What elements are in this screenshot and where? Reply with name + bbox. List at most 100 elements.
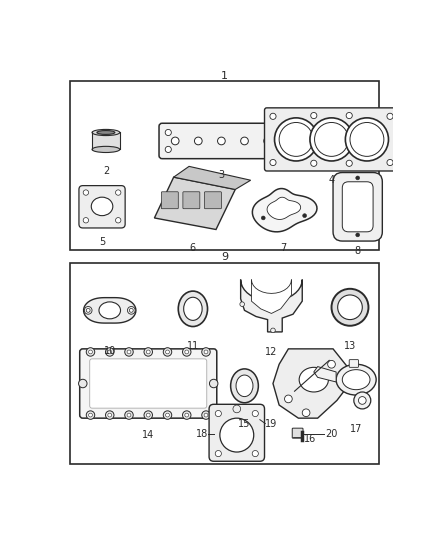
Ellipse shape (99, 302, 120, 319)
FancyBboxPatch shape (333, 173, 382, 241)
Bar (92, 133, 120, 149)
Circle shape (194, 137, 202, 145)
Circle shape (171, 137, 179, 145)
Polygon shape (314, 367, 336, 382)
Polygon shape (84, 297, 136, 323)
Circle shape (387, 159, 393, 166)
Circle shape (129, 309, 133, 312)
Circle shape (311, 160, 317, 166)
Circle shape (252, 450, 258, 457)
FancyBboxPatch shape (159, 123, 285, 159)
Ellipse shape (92, 130, 120, 135)
Circle shape (85, 306, 92, 314)
Circle shape (240, 302, 244, 306)
Circle shape (146, 350, 150, 354)
Ellipse shape (97, 131, 115, 134)
Circle shape (163, 411, 172, 419)
Circle shape (215, 410, 221, 417)
Ellipse shape (231, 369, 258, 403)
Text: 5: 5 (99, 237, 105, 247)
Text: 18: 18 (196, 429, 208, 439)
Circle shape (204, 413, 208, 417)
Circle shape (202, 348, 210, 356)
Circle shape (185, 350, 189, 354)
Circle shape (86, 309, 90, 312)
Circle shape (272, 147, 278, 152)
Circle shape (215, 450, 221, 457)
Circle shape (83, 190, 88, 195)
Circle shape (264, 137, 272, 145)
Ellipse shape (342, 370, 370, 390)
Text: 15: 15 (238, 419, 251, 429)
FancyBboxPatch shape (90, 359, 207, 408)
Circle shape (125, 411, 133, 419)
FancyBboxPatch shape (205, 192, 221, 209)
Circle shape (270, 159, 276, 166)
Circle shape (166, 413, 170, 417)
FancyBboxPatch shape (80, 349, 217, 418)
Polygon shape (252, 189, 317, 232)
Circle shape (204, 350, 208, 354)
Text: 1: 1 (221, 71, 228, 81)
Circle shape (144, 348, 152, 356)
Circle shape (275, 118, 318, 161)
Text: 6: 6 (190, 244, 196, 253)
Text: 20: 20 (325, 429, 338, 439)
Circle shape (183, 411, 191, 419)
Ellipse shape (299, 367, 328, 392)
Circle shape (127, 413, 131, 417)
Circle shape (88, 413, 92, 417)
Circle shape (220, 418, 254, 452)
Polygon shape (240, 280, 302, 332)
Circle shape (88, 350, 92, 354)
Circle shape (270, 113, 276, 119)
Ellipse shape (178, 291, 208, 327)
Circle shape (346, 160, 352, 166)
Text: 7: 7 (280, 244, 286, 253)
Polygon shape (251, 280, 291, 313)
Circle shape (387, 113, 393, 119)
Text: 14: 14 (142, 431, 154, 440)
Text: 12: 12 (265, 348, 278, 357)
Circle shape (356, 233, 360, 237)
FancyBboxPatch shape (342, 182, 373, 232)
Circle shape (261, 216, 265, 220)
Circle shape (144, 411, 152, 419)
Circle shape (106, 411, 114, 419)
Circle shape (209, 379, 218, 387)
Text: 9: 9 (221, 252, 228, 262)
Circle shape (302, 409, 310, 417)
Text: 8: 8 (355, 246, 361, 256)
Ellipse shape (236, 375, 253, 397)
Bar (70, 81, 379, 251)
Text: 2: 2 (103, 166, 109, 176)
Circle shape (279, 123, 313, 156)
FancyBboxPatch shape (292, 428, 303, 438)
Circle shape (106, 348, 114, 356)
Bar (70, 263, 379, 464)
Circle shape (116, 190, 121, 195)
Circle shape (332, 289, 368, 326)
FancyBboxPatch shape (349, 360, 358, 367)
Ellipse shape (184, 297, 202, 320)
Text: 4: 4 (328, 175, 335, 185)
Circle shape (163, 348, 172, 356)
Polygon shape (267, 197, 300, 220)
Circle shape (252, 410, 258, 417)
Circle shape (240, 137, 248, 145)
Ellipse shape (336, 364, 376, 395)
Circle shape (165, 130, 171, 135)
Text: 10: 10 (104, 346, 116, 356)
Text: 17: 17 (350, 424, 362, 434)
Circle shape (86, 411, 95, 419)
Circle shape (108, 350, 112, 354)
FancyBboxPatch shape (209, 405, 265, 461)
FancyBboxPatch shape (79, 185, 125, 228)
Circle shape (271, 328, 276, 333)
Circle shape (314, 123, 349, 156)
Polygon shape (173, 166, 251, 189)
Circle shape (358, 397, 366, 405)
Text: 11: 11 (187, 341, 199, 351)
Circle shape (146, 413, 150, 417)
Text: 19: 19 (265, 418, 278, 429)
